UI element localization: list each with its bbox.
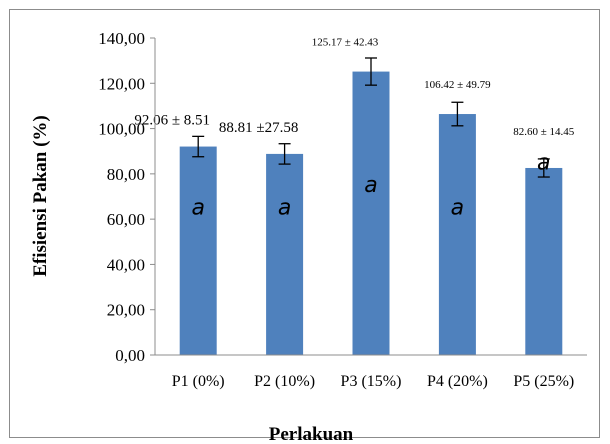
significance-letter: a (191, 196, 204, 221)
x-axis-categories: P1 (0%) P2 (10%) P3 (15%) P4 (20%) P5 (25%) (172, 373, 574, 390)
y-tick-label: 40,00 (107, 255, 145, 274)
x-axis-title: Perlakuan (269, 424, 354, 444)
x-tick-label: P1 (0%) (172, 373, 225, 390)
y-axis-ticks: 0,00 20,00 40,00 60,00 80,00 100,00 120,00 140,… (98, 29, 155, 365)
x-tick-label: P2 (10%) (254, 373, 315, 390)
bars (179, 71, 563, 356)
bar (352, 71, 390, 356)
y-tick-label: 140,00 (98, 29, 145, 48)
data-labels: 92.06 ± 8.51 88.81 ±27.58 125.17 ± 42.43 10… (134, 37, 574, 138)
y-tick-label: 100,00 (98, 120, 145, 139)
error-bars (192, 57, 550, 178)
chart-frame (9, 9, 600, 438)
bar (525, 167, 563, 355)
data-label: 125.17 ± 42.43 (312, 37, 379, 49)
data-label: 92.06 ± 8.51 (134, 113, 210, 129)
significance-letters: a a a a a (191, 150, 550, 220)
y-tick-label: 120,00 (98, 74, 145, 93)
x-tick-label: P4 (20%) (427, 373, 488, 390)
bar (179, 146, 217, 355)
significance-letter: a (537, 150, 550, 175)
significance-letter: a (451, 196, 464, 221)
y-tick-label: 0,00 (115, 346, 145, 365)
y-axis-title: Efisiensi Pakan (%) (30, 115, 51, 277)
bar (438, 114, 476, 355)
y-tick-label: 80,00 (107, 165, 145, 184)
bar (266, 153, 304, 355)
data-label: 106.42 ± 49.79 (424, 79, 491, 91)
y-tick-label: 60,00 (107, 210, 145, 229)
data-label: 88.81 ±27.58 (219, 120, 298, 136)
significance-letter: a (278, 196, 291, 221)
x-tick-label: P3 (15%) (341, 373, 402, 390)
data-label: 82.60 ± 14.45 (513, 126, 575, 138)
y-tick-label: 20,00 (107, 301, 145, 320)
x-tick-label: P5 (25%) (513, 373, 574, 390)
significance-letter: a (364, 173, 377, 198)
